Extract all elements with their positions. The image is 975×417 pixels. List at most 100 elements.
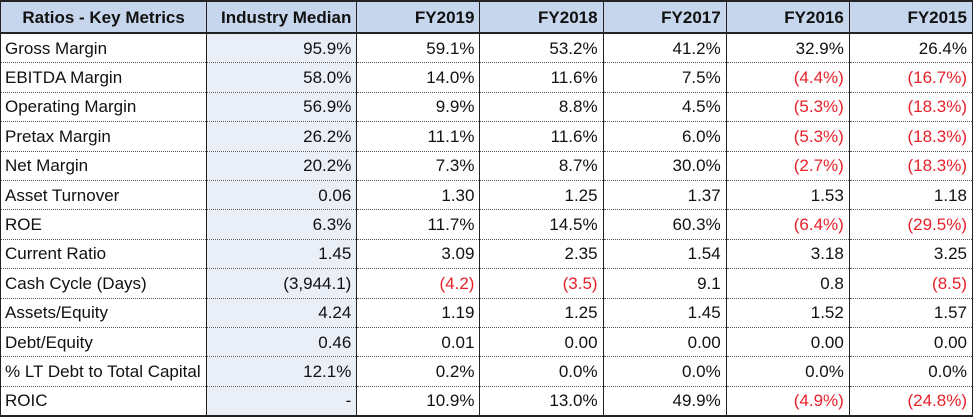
fy2016-cell: (4.9%) (725, 385, 850, 417)
fy2015-cell: 0.0% (848, 356, 974, 387)
table-row: Gross Margin 95.9% 59.1% 53.2% 41.2% 32.9% 26.… (0, 32, 974, 64)
table-row: Debt/Equity 0.46 0.01 0.00 0.00 0.00 0.00 (0, 326, 974, 358)
table-row: Operating Margin 56.9% 9.9% 8.8% 4.5% (5.3%)(… (0, 91, 974, 123)
industry-median-cell: 26.2% (206, 121, 358, 152)
fy2016-cell: (4.4%) (725, 62, 850, 93)
column-header-fy2018: FY2018 (479, 0, 604, 34)
metric-name-cell: Gross Margin (0, 32, 208, 64)
table-row: Asset Turnover 0.06 1.30 1.25 1.37 1.53 1.18 (0, 179, 974, 211)
table-row: ROIC -10.9% 13.0% 49.9% (4.9%) (24.8%) (0, 385, 974, 417)
fy2018-cell: 0.00 (479, 326, 604, 358)
industry-median-cell: - (206, 385, 358, 417)
fy2016-cell: 1.52 (725, 297, 850, 328)
column-header-fy2016: FY2016 (725, 0, 850, 34)
fy2019-cell: 7.3% (356, 150, 481, 181)
fy2016-cell: (5.3%) (725, 121, 850, 152)
fy2018-cell: 0.0% (479, 356, 604, 387)
column-header-industry-median: Industry Median (206, 0, 358, 34)
table-row: Net Margin 20.2% 7.3% 8.7% 30.0% (2.7%) (18.3%… (0, 150, 974, 181)
fy2015-cell: (18.3%) (848, 150, 974, 181)
industry-median-cell: (3,944.1) (206, 268, 358, 299)
fy2016-cell: 0.0% (725, 356, 850, 387)
fy2017-cell: 30.0% (602, 150, 727, 181)
fy2018-cell: (3.5) (479, 268, 604, 299)
fy2015-cell: 26.4% (848, 32, 974, 64)
fy2018-cell: 11.6% (479, 62, 604, 93)
metric-name-cell: % LT Debt to Total Capital (0, 356, 208, 387)
fy2019-cell: 14.0% (356, 62, 481, 93)
fy2018-cell: 11.6% (479, 121, 604, 152)
fy2016-cell: 3.18 (725, 238, 850, 270)
metric-name-cell: ROE (0, 209, 208, 240)
fy2019-cell: 1.30 (356, 179, 481, 211)
fy2018-cell: 14.5% (479, 209, 604, 240)
table-row: % LT Debt to Total Capital 12.1% 0.2% 0.0% 0… (0, 356, 974, 387)
fy2016-cell: (6.4%) (725, 209, 850, 240)
fy2015-cell: 1.57 (848, 297, 974, 328)
fy2018-cell: 1.25 (479, 179, 604, 211)
metric-name-cell: Asset Turnover (0, 179, 208, 211)
table-row: Pretax Margin 26.2% 11.1% 11.6% 6.0% (5.3%) (1… (0, 121, 974, 152)
fy2017-cell: 1.54 (602, 238, 727, 270)
metric-name-cell: Current Ratio (0, 238, 208, 270)
fy2017-cell: 4.5% (602, 91, 727, 123)
industry-median-cell: 1.45 (206, 238, 358, 270)
fy2019-cell: 10.9% (356, 385, 481, 417)
table-row: EBITDA Margin 58.0% 14.0% 11.6% 7.5% (4.4%) (1… (0, 62, 974, 93)
table-body: Gross Margin 95.9% 59.1% 53.2% 41.2% 32.9% 26.… (0, 32, 974, 417)
fy2016-cell: 1.53 (725, 179, 850, 211)
fy2015-cell: 1.18 (848, 179, 974, 211)
fy2019-cell: 3.09 (356, 238, 481, 270)
table-row: ROE 6.3% 11.7% 14.5% 60.3% (6.4%) (29.5%) (0, 209, 974, 240)
metric-name-cell: Debt/Equity (0, 326, 208, 358)
fy2018-cell: 13.0% (479, 385, 604, 417)
fy2015-cell: (16.7%) (848, 62, 974, 93)
industry-median-cell: 95.9% (206, 32, 358, 64)
industry-median-cell: 4.24 (206, 297, 358, 328)
fy2017-cell: 0.0% (602, 356, 727, 387)
metric-name-cell: Operating Margin (0, 91, 208, 123)
fy2017-cell: 1.37 (602, 179, 727, 211)
fy2017-cell: 6.0% (602, 121, 727, 152)
fy2019-cell: 11.1% (356, 121, 481, 152)
fy2019-cell: 11.7% (356, 209, 481, 240)
fy2015-cell: (24.8%) (848, 385, 974, 417)
industry-median-cell: 0.06 (206, 179, 358, 211)
industry-median-cell: 6.3% (206, 209, 358, 240)
industry-median-cell: 20.2% (206, 150, 358, 181)
fy2016-cell: 0.00 (725, 326, 850, 358)
fy2018-cell: 53.2% (479, 32, 604, 64)
fy2015-cell: (29.5%) (848, 209, 974, 240)
fy2016-cell: 0.8 (725, 268, 850, 299)
fy2017-cell: 1.45 (602, 297, 727, 328)
fy2018-cell: 1.25 (479, 297, 604, 328)
fy2015-cell: (8.5) (848, 268, 974, 299)
header-row: Ratios - Key Metrics Industry Median FY2… (0, 0, 974, 34)
table-row: Cash Cycle (Days) (3,944.1) (4.2) (3.5) 9.1 0… (0, 268, 974, 299)
column-header-fy2019: FY2019 (356, 0, 481, 34)
industry-median-cell: 12.1% (206, 356, 358, 387)
fy2018-cell: 8.8% (479, 91, 604, 123)
fy2015-cell: (18.3%) (848, 91, 974, 123)
fy2018-cell: 2.35 (479, 238, 604, 270)
fy2017-cell: 49.9% (602, 385, 727, 417)
fy2017-cell: 60.3% (602, 209, 727, 240)
industry-median-cell: 56.9% (206, 91, 358, 123)
fy2019-cell: 59.1% (356, 32, 481, 64)
industry-median-cell: 58.0% (206, 62, 358, 93)
fy2015-cell: 3.25 (848, 238, 974, 270)
fy2019-cell: 9.9% (356, 91, 481, 123)
fy2019-cell: 0.2% (356, 356, 481, 387)
fy2016-cell: (5.3%) (725, 91, 850, 123)
fy2019-cell: 0.01 (356, 326, 481, 358)
column-header-metric: Ratios - Key Metrics (0, 0, 208, 34)
metric-name-cell: Net Margin (0, 150, 208, 181)
metric-name-cell: ROIC (0, 385, 208, 417)
fy2016-cell: 32.9% (725, 32, 850, 64)
table-row: Current Ratio 1.45 3.09 2.35 1.54 3.18 3.25 (0, 238, 974, 270)
metric-name-cell: Pretax Margin (0, 121, 208, 152)
fy2018-cell: 8.7% (479, 150, 604, 181)
metric-name-cell: Cash Cycle (Days) (0, 268, 208, 299)
fy2019-cell: 1.19 (356, 297, 481, 328)
